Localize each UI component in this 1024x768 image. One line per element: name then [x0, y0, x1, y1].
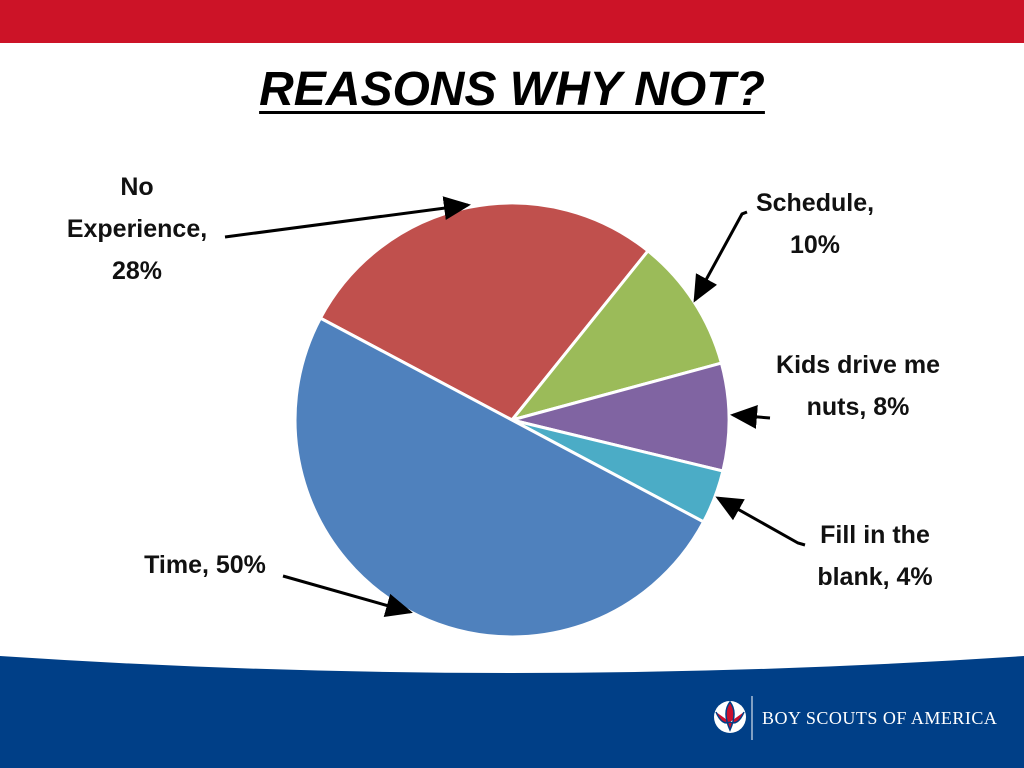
- data-label: Schedule, 10%: [755, 189, 875, 259]
- pie: [293, 201, 731, 639]
- data-label: Time, 50%: [144, 551, 266, 579]
- data-label: No Experience, 28%: [66, 173, 208, 285]
- brand-name: BOY SCOUTS OF AMERICA: [762, 708, 998, 728]
- top-band: [0, 0, 1024, 43]
- data-label: Kids drive me nuts, 8%: [776, 351, 940, 421]
- chart-title: REASONS WHY NOT?: [259, 63, 765, 116]
- bottom-band: [0, 656, 1024, 768]
- leader-lines: [224, 196, 806, 617]
- logo: [714, 696, 753, 740]
- pie-slice: [511, 361, 731, 473]
- data-label: Fill in the blank, 4%: [817, 521, 933, 591]
